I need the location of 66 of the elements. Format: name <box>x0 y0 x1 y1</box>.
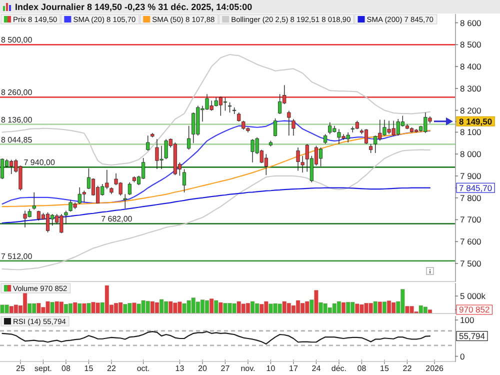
candlestick <box>228 102 232 113</box>
line-series <box>2 149 431 270</box>
candlestick <box>237 112 241 122</box>
y-tick-label: 7 700 <box>460 214 482 225</box>
y-tick-label: 8 300 <box>460 83 482 94</box>
y-tick-label: 8 600 <box>460 18 482 28</box>
y-tick-label: 7 500 <box>460 258 482 268</box>
y-tick-label: 8 400 <box>460 62 482 72</box>
x-tick-label: nov. <box>240 364 256 373</box>
ref-line-label: 7 512,00 <box>1 252 33 261</box>
candlestick <box>123 194 127 209</box>
x-tick-label: sept. <box>34 364 52 373</box>
candlestick <box>32 192 36 210</box>
y-tick-label: 7 600 <box>460 236 482 247</box>
line-series <box>2 331 431 344</box>
y-tick-label: 8 149,50 <box>459 116 492 126</box>
ref-line-label: 7 940,00 <box>24 158 56 168</box>
candlestick <box>296 147 300 172</box>
candlestick <box>0 158 4 180</box>
candlestick <box>146 135 150 152</box>
line-series <box>2 54 431 166</box>
y-tick-label: 7 845,70 <box>459 182 492 193</box>
candlestick <box>187 125 191 150</box>
ref-line-label: 7 682,00 <box>101 214 133 224</box>
ref-line-label: 8 136,00 <box>1 115 33 124</box>
candlestick <box>64 210 68 224</box>
chart-title: Index Journalier 8 149,50 -0,23 % 31 déc. 2025, 14:05:00 <box>15 2 252 12</box>
x-tick-label: déc. <box>331 364 347 373</box>
x-tick-label: 08 <box>62 364 71 373</box>
y-tick-label: 0 <box>460 351 465 362</box>
x-tick-label: 24 <box>312 364 322 373</box>
candlestick <box>128 182 132 196</box>
y-tick-label: 7 900 <box>460 170 482 181</box>
ref-line-label: 8 044,85 <box>1 135 33 144</box>
x-tick-label: 22 <box>402 364 412 373</box>
y-tick-label: 8 100 <box>460 127 482 138</box>
y-tick-label: 100 <box>460 314 474 325</box>
candlestick <box>182 168 186 193</box>
candlestick <box>274 118 278 137</box>
x-tick-label: 08 <box>357 364 367 373</box>
candlestick <box>223 97 227 112</box>
x-tick-label: 13 <box>175 364 185 373</box>
candlestick <box>292 118 296 136</box>
x-tick-label: 27 <box>220 364 230 373</box>
line-series <box>2 187 431 224</box>
x-tick-label: 17 <box>289 364 298 373</box>
y-tick-label: 970 852 <box>459 304 490 315</box>
y-tick-label: 7 800 <box>460 192 482 203</box>
x-tick-label: 22 <box>107 364 116 373</box>
ref-line-label: 8 500,00 <box>1 36 33 45</box>
x-tick-label: oct. <box>136 364 150 373</box>
candlestick <box>300 155 304 173</box>
text: 55,794 <box>459 331 486 342</box>
x-tick-label: 15 <box>380 364 390 373</box>
candlestick <box>324 134 328 144</box>
y-tick-label: 8 200 <box>460 105 482 116</box>
y-tick-label: 8 500 <box>460 40 482 50</box>
ref-line-label: 8 260,00 <box>1 88 33 98</box>
x-tick-label: 20 <box>198 364 208 373</box>
x-tick-label: 2026 <box>426 364 444 373</box>
candlestick <box>287 110 291 136</box>
x-tick-label: 10 <box>266 364 276 373</box>
x-tick-label: 25 <box>16 364 26 373</box>
x-tick-label: 15 <box>84 364 94 373</box>
y-tick-label: 8 000 <box>460 149 482 160</box>
y-tick-label: 5 000k <box>460 291 486 302</box>
